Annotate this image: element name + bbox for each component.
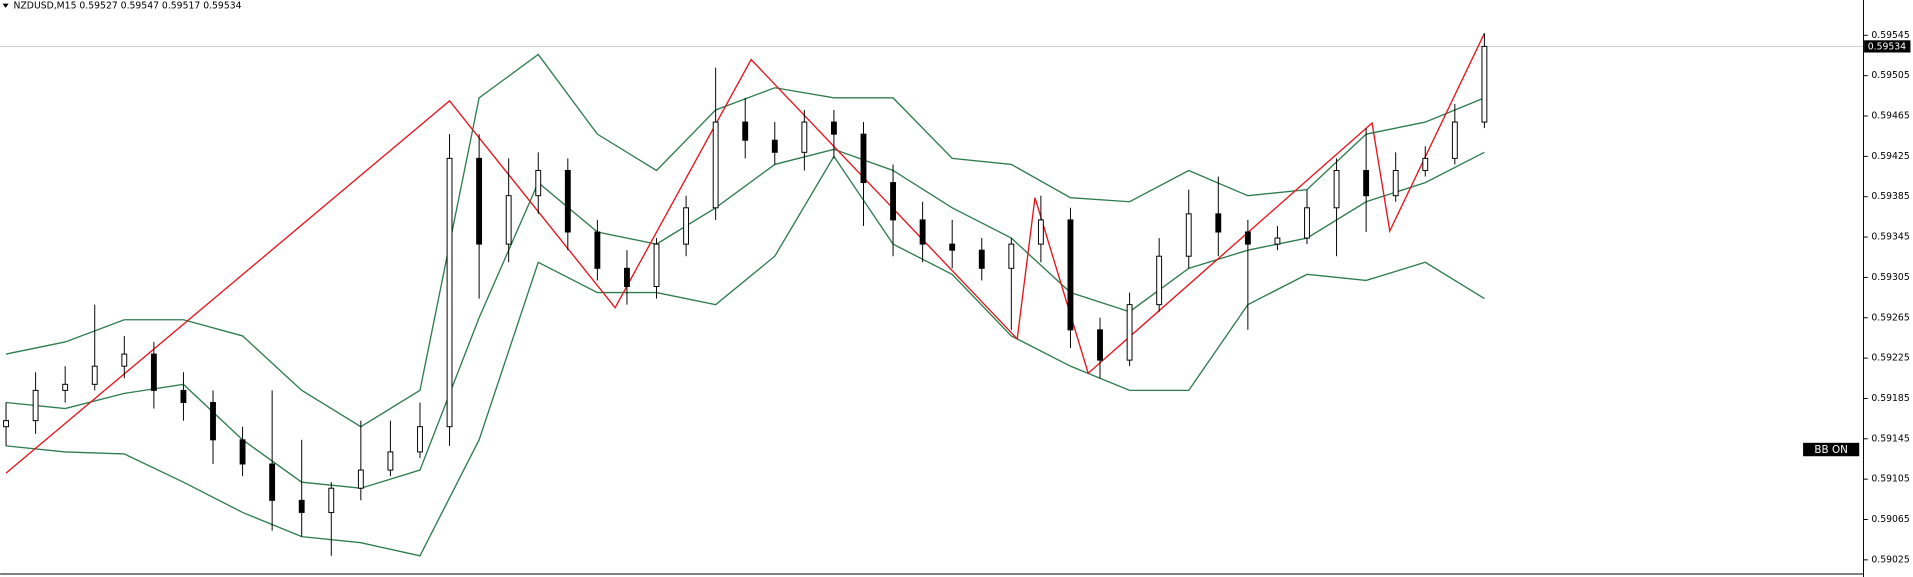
y-tick-label: 0.59105	[1871, 474, 1909, 485]
indicator-label: BB ON	[1814, 444, 1847, 456]
y-tick-label: 0.59225	[1871, 353, 1909, 364]
candle-body	[1037, 219, 1044, 245]
indicator-line	[5, 155, 1485, 557]
candle-body	[1215, 213, 1222, 233]
candle-body	[624, 267, 630, 287]
chart-title: NZDUSD,M15 0.59527 0.59547 0.59517 0.595…	[14, 1, 242, 12]
candle-body	[1392, 169, 1399, 197]
candle-body	[860, 133, 867, 184]
candle-body	[387, 451, 394, 471]
candle-body	[890, 182, 896, 221]
candle-body	[1481, 45, 1488, 123]
candle-body	[1422, 157, 1429, 171]
candle-body	[653, 243, 660, 287]
candle-body	[1363, 169, 1370, 197]
plot-area	[0, 33, 1863, 557]
candle-body	[180, 389, 187, 403]
candle-body	[417, 426, 423, 453]
candle-body	[1244, 231, 1251, 245]
candle-body	[1067, 219, 1074, 331]
candle-body	[239, 439, 246, 465]
candle-body	[1304, 207, 1310, 239]
candle-body	[357, 469, 364, 489]
indicator-box	[1803, 442, 1860, 457]
candle-body	[3, 420, 9, 428]
current-price-label: 0.59534	[1868, 41, 1906, 52]
candle-body	[771, 139, 778, 153]
candle-body	[62, 383, 69, 391]
candle-body	[1451, 121, 1458, 159]
y-tick-label: 0.59425	[1871, 151, 1909, 162]
y-tick-label: 0.59545	[1871, 30, 1909, 41]
candle-body	[1185, 213, 1192, 257]
indicator-line	[5, 33, 1486, 474]
candle-body	[1008, 243, 1015, 269]
candle-body	[150, 353, 157, 391]
candle-body	[1097, 329, 1103, 361]
menu-arrow[interactable]	[2, 3, 9, 8]
candle-body	[742, 121, 749, 141]
candle-body	[476, 157, 483, 245]
indicator-line	[5, 148, 1485, 489]
candle-body	[446, 157, 453, 428]
y-tick-label: 0.59265	[1871, 312, 1909, 323]
y-tick-label: 0.59465	[1871, 111, 1909, 122]
y-tick-label: 0.59305	[1871, 272, 1909, 283]
candle-body	[801, 121, 808, 153]
y-tick-label: 0.59065	[1871, 514, 1909, 525]
candle-body	[32, 389, 39, 422]
candle-body	[210, 401, 216, 441]
candle-body	[1156, 255, 1163, 306]
candle-body	[949, 243, 956, 251]
current-price-box	[1864, 40, 1911, 53]
candle-body	[298, 499, 305, 513]
candle-body	[328, 487, 335, 513]
y-tick-label: 0.59385	[1871, 191, 1909, 202]
candle-body	[505, 195, 512, 245]
y-tick-label: 0.59505	[1871, 70, 1909, 81]
candle-body	[594, 231, 601, 269]
candle-body	[1126, 304, 1133, 361]
candle-body	[1274, 237, 1281, 245]
candle-body	[535, 169, 542, 197]
candle-body	[121, 353, 128, 367]
candle-body	[91, 365, 98, 385]
candle-body	[712, 121, 719, 209]
candle-body	[919, 219, 926, 245]
y-tick-label: 0.59345	[1871, 232, 1909, 243]
y-tick-label: 0.59025	[1871, 554, 1909, 565]
y-tick-label: 0.59145	[1871, 433, 1909, 444]
candle-body	[683, 207, 690, 245]
candle-body	[978, 249, 985, 269]
candle-body	[830, 121, 837, 135]
candle-body	[269, 463, 276, 501]
candle-body	[1333, 169, 1340, 209]
y-tick-label: 0.59185	[1871, 393, 1909, 404]
candle-body	[564, 169, 571, 233]
